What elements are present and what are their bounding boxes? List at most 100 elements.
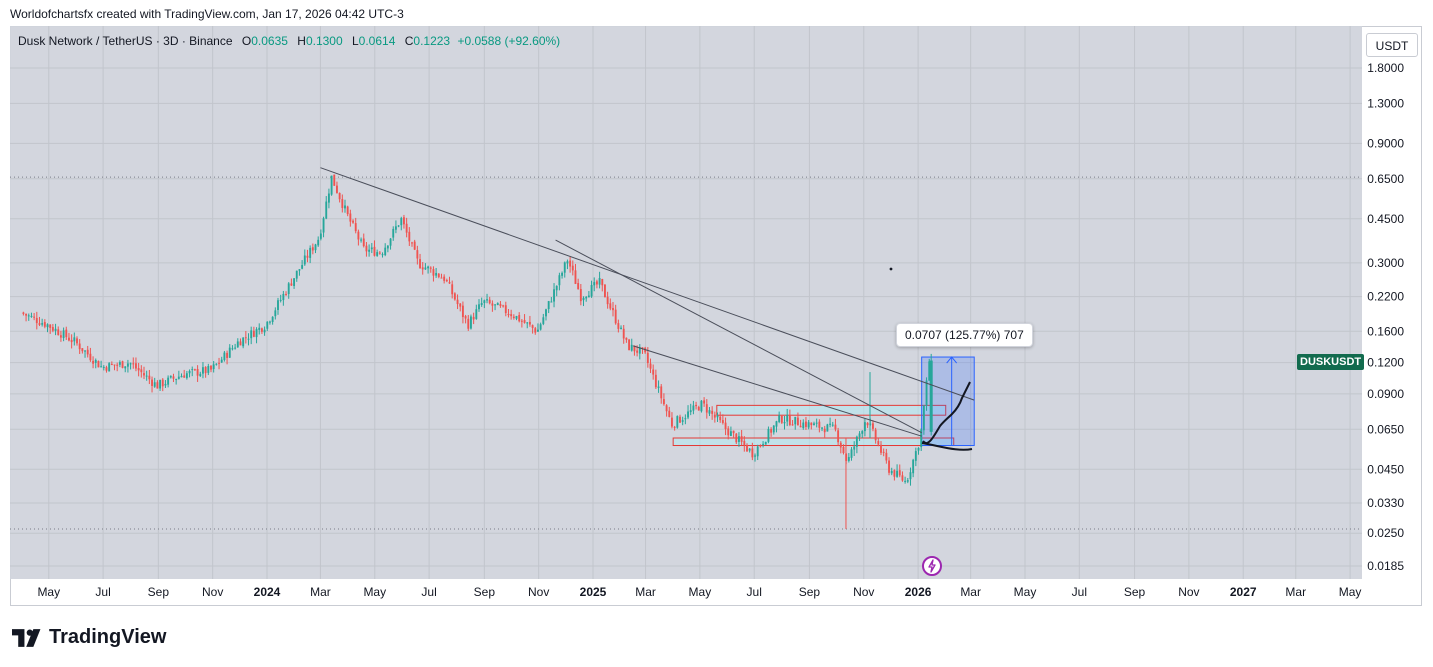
- candle-body: [510, 314, 513, 317]
- x-tick-label: Nov: [202, 585, 223, 599]
- candle-body: [676, 416, 679, 428]
- candle-body: [542, 317, 545, 324]
- y-tick-label: 0.4500: [1367, 212, 1404, 226]
- candle-body: [590, 285, 593, 297]
- x-tick-label: May: [1339, 585, 1362, 599]
- candle-body: [491, 303, 494, 306]
- open-value: 0.0635: [251, 34, 288, 48]
- candle-body: [228, 347, 231, 358]
- candle-body: [512, 316, 515, 318]
- candle-body: [381, 254, 384, 256]
- candle-body: [27, 315, 30, 317]
- candle-body: [301, 265, 304, 269]
- candle-body: [148, 375, 151, 380]
- candle-body: [772, 425, 775, 433]
- candle-body: [890, 470, 893, 474]
- candle-body: [386, 245, 389, 249]
- candle-body: [314, 244, 317, 251]
- candle-body: [180, 375, 183, 378]
- x-tick-label: Mar: [1285, 585, 1306, 599]
- candle-body: [322, 218, 325, 233]
- candle-body: [274, 310, 277, 317]
- candle-body: [185, 373, 188, 379]
- symbol-legend: Dusk Network / TetherUS · 3D · Binance O…: [18, 34, 560, 48]
- candle-body: [561, 272, 564, 276]
- candle-body: [874, 429, 877, 441]
- candle-body: [22, 312, 25, 314]
- candle-body: [126, 363, 129, 367]
- candle-body: [271, 316, 274, 322]
- candle-body: [49, 324, 52, 328]
- trendlines: [320, 167, 975, 437]
- candle-body: [888, 460, 890, 473]
- x-tick-label: Sep: [148, 585, 170, 599]
- candle-body: [756, 446, 759, 457]
- candle-body: [448, 282, 451, 284]
- candle-body: [102, 366, 105, 368]
- candle-body: [606, 296, 609, 305]
- x-tick-label: Nov: [1178, 585, 1199, 599]
- candle-body: [861, 431, 864, 434]
- candle-body: [818, 421, 821, 428]
- currency-button[interactable]: USDT: [1366, 33, 1418, 57]
- candle-body: [41, 323, 44, 325]
- candle-body: [813, 423, 815, 426]
- candle-body: [295, 270, 298, 279]
- candle-body: [73, 337, 76, 342]
- candle-body: [108, 363, 111, 372]
- candle-body: [504, 305, 507, 314]
- candle-body: [612, 308, 614, 311]
- candle-body: [671, 417, 673, 427]
- candle-body: [223, 352, 226, 361]
- candle-body: [129, 363, 132, 365]
- candle-body: [62, 330, 65, 338]
- candle-body: [349, 213, 352, 222]
- candle-body: [311, 247, 314, 251]
- candle-body: [424, 267, 427, 270]
- candle-body: [877, 441, 880, 445]
- candle-body: [153, 382, 156, 387]
- candle-body: [692, 405, 695, 411]
- x-tick-label: Jul: [421, 585, 436, 599]
- candle-body: [360, 239, 363, 241]
- candle-body: [167, 377, 170, 385]
- candle-body: [54, 328, 57, 331]
- candle-body: [215, 363, 218, 365]
- candle-body: [646, 352, 649, 364]
- candle-body: [175, 379, 178, 381]
- candle-body: [700, 400, 703, 412]
- candle-body: [928, 361, 931, 381]
- trend-line: [555, 239, 922, 434]
- candle-body: [713, 414, 716, 418]
- candle-body: [660, 386, 663, 399]
- y-tick-label: 0.0185: [1367, 559, 1404, 573]
- candle-body: [354, 223, 357, 232]
- candle-body: [188, 370, 191, 374]
- y-tick-label: 0.0900: [1367, 387, 1404, 401]
- y-tick-label: 0.6500: [1367, 172, 1404, 186]
- x-tick-label: 2024: [254, 585, 281, 599]
- price-chart[interactable]: 1.8000 1.3000 0.9000 0.6500 0.4500 0.3000 0.22…: [10, 26, 1422, 606]
- candle-body: [668, 410, 671, 417]
- candle-body: [569, 260, 572, 267]
- low-label: L: [351, 34, 359, 48]
- candle-body: [416, 250, 419, 259]
- candle-body: [247, 338, 250, 340]
- candle-body: [518, 315, 521, 322]
- candle-body: [689, 410, 692, 413]
- candle-body: [70, 339, 73, 343]
- trend-line: [320, 167, 975, 401]
- candle-body: [207, 366, 210, 373]
- candle-body: [159, 379, 162, 389]
- candle-body: [100, 366, 103, 368]
- y-tick-label: 0.1600: [1367, 324, 1404, 338]
- candle-body: [767, 428, 770, 442]
- candle-body: [496, 303, 499, 306]
- candle-body: [577, 283, 580, 290]
- trend-line: [632, 345, 922, 437]
- candle-body: [338, 193, 341, 200]
- candle-body: [695, 404, 698, 407]
- candle-body: [638, 347, 641, 354]
- candle-body: [622, 328, 625, 339]
- lightning-icon[interactable]: [922, 556, 942, 576]
